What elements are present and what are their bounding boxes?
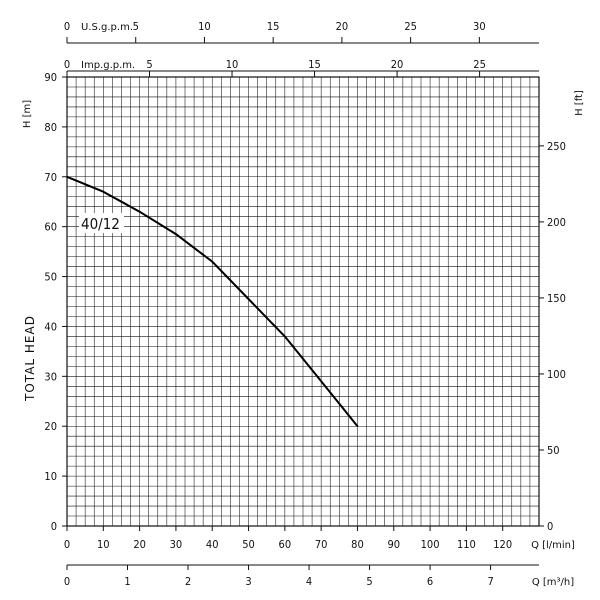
tick-label-flow-imp-gpm: 5: [146, 58, 152, 71]
tick-label-flow-m3-h: 7: [487, 575, 493, 588]
series-label-bg: [79, 213, 124, 233]
tick-label-flow-l-min: 110: [457, 538, 476, 551]
tick-label-flow-l-min: 0: [64, 538, 70, 551]
tick-label-flow-l-min: 80: [351, 538, 364, 551]
tick-label-head-m: 90: [44, 71, 57, 84]
axis-label-head-ft: H [ft]: [574, 90, 585, 116]
tick-label-head-m: 70: [44, 171, 57, 184]
grid: [66, 76, 540, 527]
tick-label-head-m: 60: [44, 221, 57, 234]
data-point: [356, 425, 359, 428]
tick-label-flow-m3-h: 6: [427, 575, 433, 588]
tick-label-flow-us-gpm: 20: [336, 20, 349, 33]
plot-frame: [66, 76, 540, 527]
tick-label-head-ft: 250: [547, 140, 566, 153]
tick-label-flow-l-min: 20: [133, 538, 146, 551]
tick-label-flow-l-min: 70: [315, 538, 328, 551]
axis-label-flow-m3-h: Q [m³/h]: [532, 577, 574, 588]
data-point: [66, 175, 68, 178]
tick-label-flow-m3-h: 0: [64, 575, 70, 588]
tick-label-flow-l-min: 10: [97, 538, 110, 551]
tick-label-flow-us-gpm: 30: [473, 20, 486, 33]
axis-label-flow-us-gpm: U.S.g.p.m.: [81, 22, 133, 33]
tick-label-flow-imp-gpm: 25: [473, 58, 486, 71]
tick-label-flow-m3-h: 1: [124, 575, 130, 588]
tick-label-head-ft: 200: [547, 216, 566, 229]
tick-label-flow-us-gpm: 10: [198, 20, 211, 33]
tick-label-flow-l-min: 50: [242, 538, 255, 551]
tick-label-flow-l-min: 30: [170, 538, 183, 551]
axis-label-flow-l-min: Q [l/min]: [531, 540, 575, 551]
tick-label-head-m: 40: [44, 320, 57, 333]
tick-label-flow-imp-gpm: 20: [391, 58, 404, 71]
data-point: [284, 335, 286, 338]
data-point: [320, 380, 322, 383]
tick-label-head-m: 20: [44, 420, 57, 433]
data-point: [102, 190, 105, 193]
tick-label-flow-l-min: 60: [279, 538, 292, 551]
tick-label-flow-us-gpm: 15: [267, 20, 280, 33]
data-point: [175, 233, 177, 235]
tick-label-head-m: 30: [44, 370, 57, 383]
tick-label-flow-l-min: 100: [421, 538, 440, 551]
tick-label-flow-m3-h: 2: [185, 575, 191, 588]
tick-label-head-m: 50: [44, 271, 57, 284]
tick-label-flow-imp-gpm: 0: [64, 58, 70, 71]
tick-label-flow-l-min: 40: [206, 538, 219, 551]
tick-label-flow-l-min: 120: [493, 538, 512, 551]
tick-label-flow-m3-h: 5: [366, 575, 372, 588]
y-axis-title: TOTAL HEAD: [23, 315, 37, 402]
axis-label-flow-imp-gpm: Imp.g.p.m.: [81, 60, 135, 71]
tick-label-flow-imp-gpm: 10: [226, 58, 239, 71]
tick-label-flow-imp-gpm: 15: [308, 58, 321, 71]
data-point: [247, 298, 250, 300]
tick-label-flow-us-gpm: 5: [133, 20, 139, 33]
tick-label-head-ft: 50: [547, 444, 560, 457]
tick-label-flow-l-min: 90: [387, 538, 400, 551]
series-label: 40/12: [81, 215, 120, 233]
tick-label-flow-us-gpm: 25: [404, 20, 417, 33]
data-point: [211, 260, 214, 263]
axis-label-head-m: H [m]: [22, 100, 33, 128]
tick-label-head-ft: 100: [547, 368, 566, 381]
tick-label-head-m: 10: [44, 470, 57, 483]
tick-label-head-m: 0: [51, 520, 57, 533]
tick-label-flow-m3-h: 3: [245, 575, 251, 588]
tick-label-head-m: 80: [44, 121, 57, 134]
tick-label-head-ft: 150: [547, 292, 566, 305]
data-point: [138, 210, 141, 213]
tick-label-head-ft: 0: [547, 520, 553, 533]
tick-label-flow-us-gpm: 0: [64, 20, 70, 33]
tick-label-flow-m3-h: 4: [306, 575, 312, 588]
